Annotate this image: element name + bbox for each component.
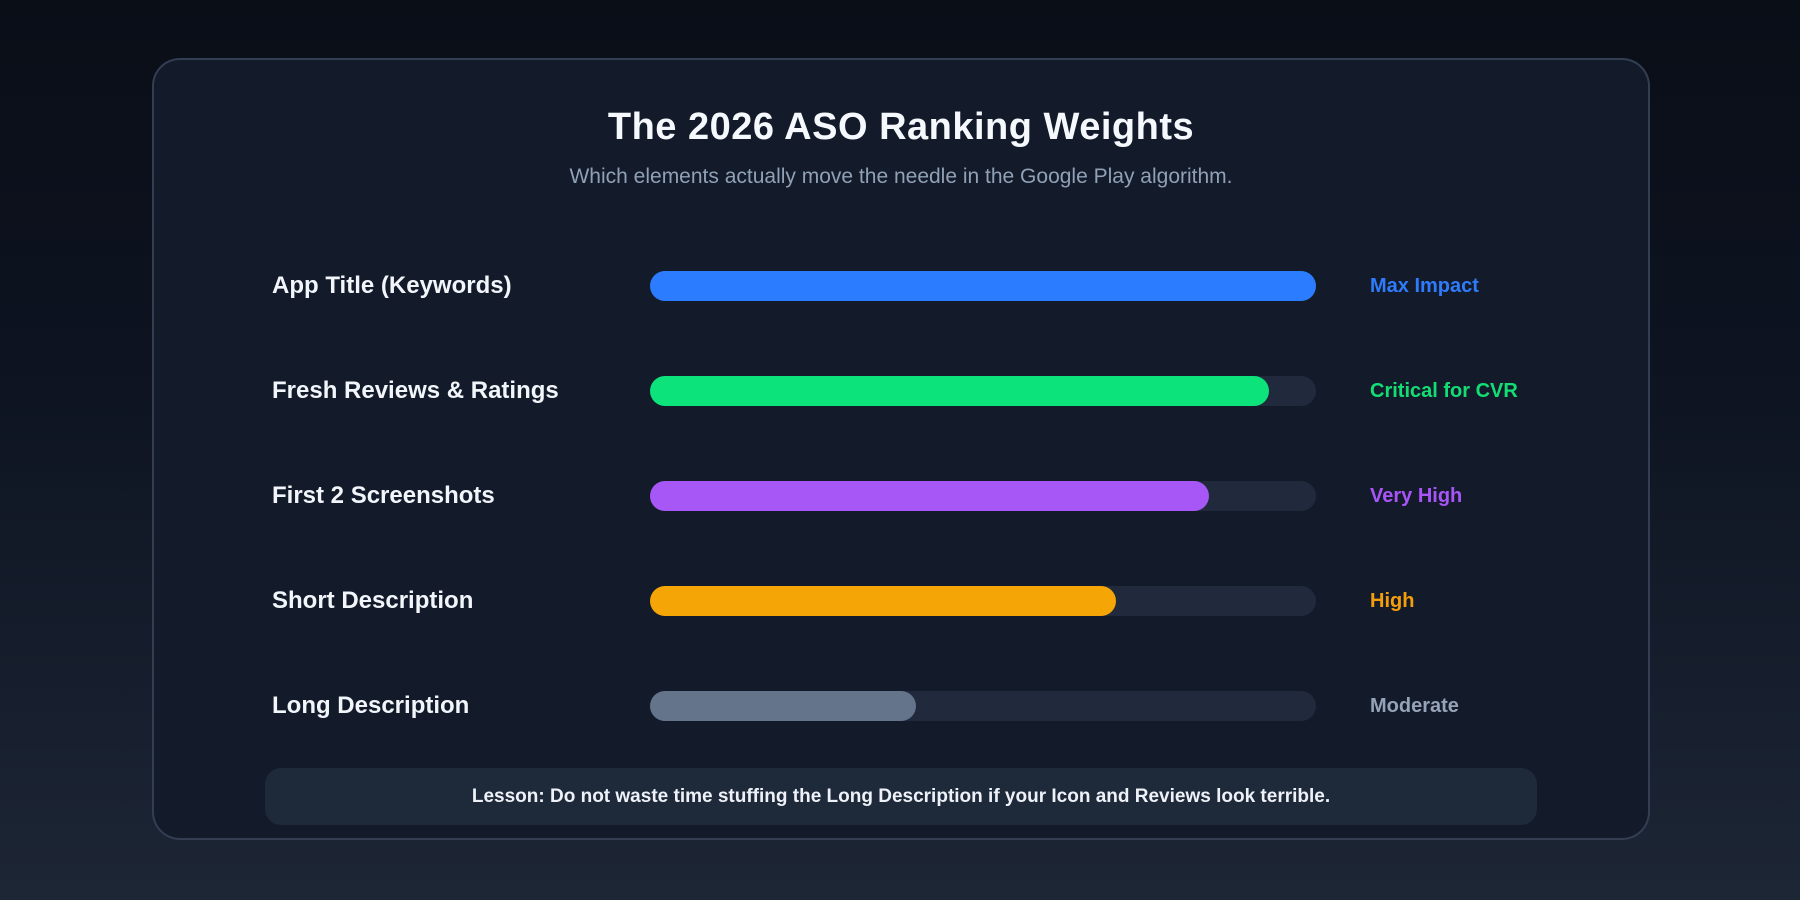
row-label: First 2 Screenshots bbox=[272, 482, 495, 509]
chart-row-reviews: Fresh Reviews & Ratings Critical for CVR bbox=[154, 355, 1648, 427]
bar-fill bbox=[650, 586, 1117, 616]
impact-label: Moderate bbox=[1370, 694, 1459, 717]
chart-row-short-description: Short Description High bbox=[154, 565, 1648, 637]
bar-track bbox=[650, 691, 1316, 721]
impact-label: Very High bbox=[1370, 484, 1463, 507]
bar-track bbox=[650, 376, 1316, 406]
impact-label: Critical for CVR bbox=[1370, 379, 1518, 402]
lesson-text: Lesson: Do not waste time stuffing the L… bbox=[471, 785, 1331, 807]
page-title: The 2026 ASO Ranking Weights bbox=[607, 106, 1195, 148]
bar-track bbox=[650, 586, 1316, 616]
aso-weights-card: The 2026 ASO Ranking Weights Which eleme… bbox=[152, 58, 1650, 840]
chart-row-app-title: App Title (Keywords) Max Impact bbox=[154, 250, 1648, 322]
lesson-callout: Lesson: Do not waste time stuffing the L… bbox=[265, 768, 1537, 825]
bar-fill bbox=[650, 376, 1270, 406]
row-label: Long Description bbox=[272, 692, 470, 719]
impact-label: High bbox=[1370, 589, 1415, 612]
bar-track bbox=[650, 481, 1316, 511]
bar-fill bbox=[650, 691, 917, 721]
row-label: Fresh Reviews & Ratings bbox=[272, 377, 559, 404]
chart-row-screenshots: First 2 Screenshots Very High bbox=[154, 460, 1648, 532]
impact-label: Max Impact bbox=[1370, 274, 1479, 297]
bar-track bbox=[650, 271, 1316, 301]
chart-row-long-description: Long Description Moderate bbox=[154, 670, 1648, 742]
page-subtitle: Which elements actually move the needle … bbox=[569, 165, 1233, 188]
bar-fill bbox=[650, 481, 1210, 511]
row-label: Short Description bbox=[272, 587, 474, 614]
row-label: App Title (Keywords) bbox=[272, 272, 512, 299]
bar-fill bbox=[650, 271, 1316, 301]
